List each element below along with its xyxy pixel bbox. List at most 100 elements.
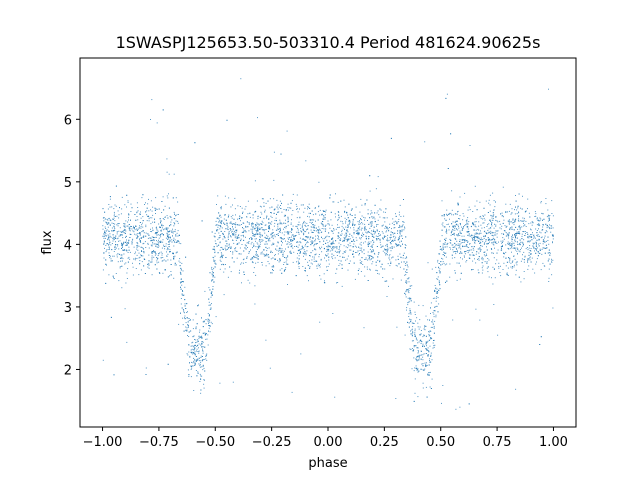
- data-point: [508, 210, 510, 212]
- data-point: [150, 119, 151, 120]
- data-point: [492, 237, 494, 239]
- data-point: [219, 257, 221, 259]
- data-point: [141, 224, 143, 226]
- data-point: [488, 223, 490, 225]
- data-point: [290, 240, 291, 242]
- data-point: [428, 364, 430, 366]
- data-point: [154, 218, 155, 220]
- data-point: [114, 245, 116, 247]
- data-point: [369, 232, 371, 233]
- data-point: [199, 366, 201, 368]
- data-point: [239, 247, 241, 249]
- data-point: [470, 254, 472, 256]
- data-point: [139, 232, 141, 233]
- data-point: [174, 239, 176, 241]
- data-point: [495, 216, 497, 218]
- data-point: [189, 356, 191, 358]
- data-point: [449, 212, 451, 214]
- data-point: [260, 252, 262, 254]
- data-point: [305, 254, 307, 256]
- data-point: [551, 274, 553, 276]
- data-point: [370, 241, 372, 243]
- data-point: [254, 211, 256, 213]
- data-point: [128, 239, 130, 241]
- data-point: [296, 226, 298, 228]
- data-point: [199, 336, 201, 338]
- data-point: [356, 232, 358, 234]
- data-point: [110, 220, 112, 222]
- data-point: [414, 378, 416, 380]
- data-point: [364, 229, 365, 231]
- data-point: [103, 252, 105, 254]
- data-point: [474, 185, 476, 187]
- data-point: [368, 256, 370, 258]
- data-point: [228, 244, 230, 246]
- data-point: [288, 242, 290, 244]
- data-point: [174, 264, 176, 266]
- data-point: [195, 339, 197, 341]
- data-point: [524, 235, 526, 236]
- data-point: [306, 275, 308, 277]
- data-point: [336, 251, 338, 253]
- data-point: [377, 176, 379, 178]
- data-point: [224, 214, 226, 216]
- data-point: [385, 231, 387, 233]
- data-point: [514, 234, 516, 236]
- data-point: [273, 198, 275, 200]
- data-point: [469, 145, 471, 146]
- data-point: [503, 216, 504, 218]
- data-point: [409, 312, 411, 314]
- data-point: [279, 227, 281, 229]
- data-point: [472, 224, 474, 226]
- data-point: [304, 231, 306, 233]
- data-point: [503, 256, 505, 258]
- data-point: [125, 262, 127, 264]
- data-point: [348, 223, 350, 225]
- data-point: [172, 228, 173, 230]
- data-point: [433, 310, 435, 312]
- data-point: [480, 242, 482, 244]
- data-point: [446, 214, 448, 216]
- data-point: [427, 374, 429, 376]
- data-point: [220, 216, 222, 218]
- data-point: [158, 261, 160, 263]
- data-point: [384, 252, 386, 254]
- data-point: [121, 196, 123, 198]
- data-point: [177, 201, 179, 203]
- data-point: [439, 268, 441, 270]
- data-point: [259, 239, 261, 240]
- data-point: [155, 208, 157, 210]
- data-point: [377, 273, 379, 274]
- data-point: [547, 252, 549, 254]
- data-point: [524, 256, 526, 258]
- data-point: [116, 256, 118, 258]
- data-point: [476, 236, 478, 238]
- data-point: [298, 266, 300, 268]
- data-point: [460, 251, 462, 253]
- data-point: [151, 274, 153, 276]
- data-point: [147, 263, 149, 265]
- data-point: [387, 228, 389, 230]
- data-point: [319, 246, 320, 248]
- data-point: [190, 351, 192, 353]
- data-point: [394, 227, 396, 229]
- data-point: [171, 231, 173, 233]
- data-point: [441, 263, 443, 265]
- data-point: [441, 229, 443, 231]
- data-point: [210, 292, 212, 294]
- data-point: [510, 246, 512, 248]
- data-point: [493, 227, 495, 229]
- data-point: [152, 239, 154, 241]
- data-point: [271, 252, 273, 253]
- data-point: [232, 228, 234, 230]
- data-point: [514, 239, 516, 241]
- data-point: [155, 243, 157, 245]
- data-point: [264, 243, 266, 245]
- data-point: [458, 227, 460, 229]
- data-point: [266, 237, 268, 239]
- data-point: [522, 242, 524, 244]
- data-point: [513, 247, 515, 249]
- data-point: [408, 288, 409, 290]
- data-point: [102, 228, 104, 230]
- data-point: [386, 243, 388, 245]
